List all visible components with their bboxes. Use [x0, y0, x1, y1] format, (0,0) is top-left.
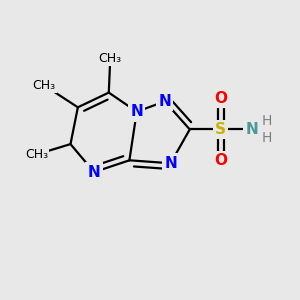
Text: N: N	[88, 165, 100, 180]
Text: N: N	[245, 122, 258, 137]
Text: O: O	[214, 91, 227, 106]
Text: N: N	[164, 156, 177, 171]
Text: H: H	[262, 114, 272, 128]
Text: N: N	[158, 94, 171, 109]
Text: CH₃: CH₃	[99, 52, 122, 65]
Text: N: N	[130, 104, 143, 119]
Text: S: S	[215, 122, 226, 137]
Text: CH₃: CH₃	[32, 79, 56, 92]
Text: H: H	[262, 131, 272, 145]
Text: O: O	[214, 153, 227, 168]
Text: CH₃: CH₃	[25, 148, 48, 161]
